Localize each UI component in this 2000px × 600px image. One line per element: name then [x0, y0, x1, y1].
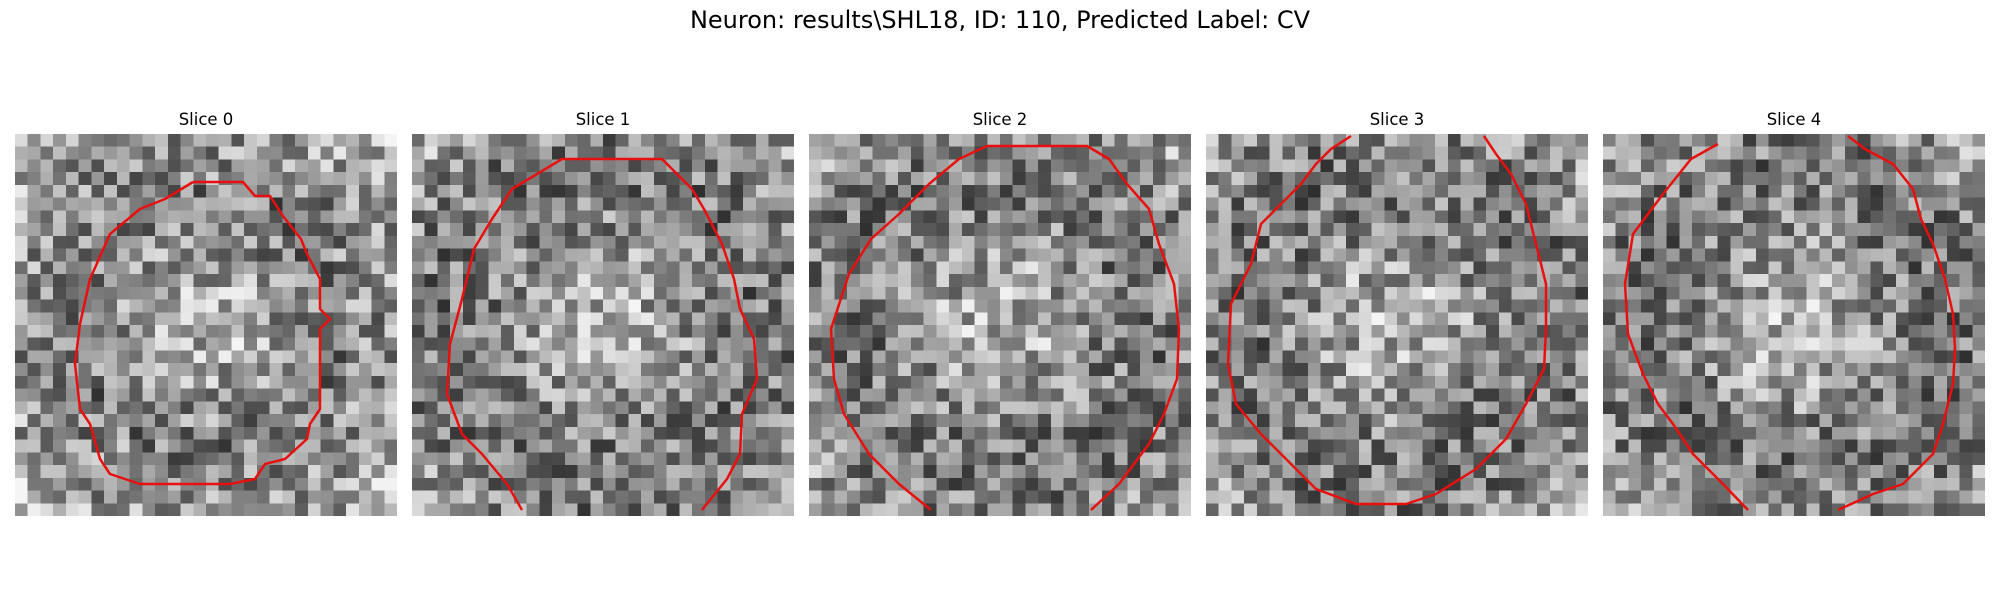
grayscale-image	[412, 134, 794, 516]
neuron-contour	[1226, 134, 1548, 506]
slice-panel-1: Slice 1	[412, 110, 794, 516]
slice-title: Slice 3	[1369, 110, 1425, 129]
neuron-contour	[73, 180, 332, 486]
slice-image-3	[1206, 134, 1588, 516]
slice-panel-3: Slice 3	[1206, 110, 1588, 516]
grayscale-image	[1206, 134, 1588, 516]
slice-title: Slice 0	[178, 110, 234, 129]
neuron-contour	[445, 157, 759, 511]
grayscale-image	[1603, 134, 1985, 516]
slice-title: Slice 4	[1766, 110, 1822, 129]
slice-image-2	[809, 134, 1191, 516]
slice-panel-0: Slice 0	[15, 110, 397, 516]
slice-panel-4: Slice 4	[1603, 110, 1985, 516]
slice-image-0	[15, 134, 397, 516]
neuron-contour	[1623, 135, 1957, 512]
figure-title: Neuron: results\SHL18, ID: 110, Predicte…	[689, 6, 1311, 34]
slice-image-1	[412, 134, 794, 516]
slice-panel-2: Slice 2	[809, 110, 1191, 516]
grayscale-image	[809, 134, 1191, 516]
neuron-contour	[829, 144, 1181, 511]
slice-image-4	[1603, 134, 1985, 516]
slice-title: Slice 2	[972, 110, 1028, 129]
slice-title: Slice 1	[575, 110, 631, 129]
